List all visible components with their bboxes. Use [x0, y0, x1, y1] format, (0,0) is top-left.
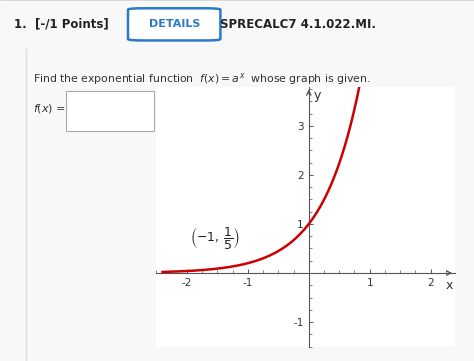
Text: Find the exponential function  $f(x) = a^x$  whose graph is given.: Find the exponential function $f(x) = a^…	[33, 71, 371, 87]
Text: DETAILS: DETAILS	[148, 19, 200, 29]
FancyBboxPatch shape	[128, 8, 220, 40]
Text: SPRECALC7 4.1.022.MI.: SPRECALC7 4.1.022.MI.	[220, 18, 376, 31]
Text: y: y	[314, 89, 321, 102]
FancyBboxPatch shape	[66, 91, 154, 131]
Text: 1.  [-/1 Points]: 1. [-/1 Points]	[14, 18, 109, 31]
Text: x: x	[446, 279, 453, 292]
Text: $\left(-1,\,\dfrac{1}{5}\right)$: $\left(-1,\,\dfrac{1}{5}\right)$	[190, 225, 240, 251]
Text: $f(x)$ =: $f(x)$ =	[33, 101, 66, 114]
